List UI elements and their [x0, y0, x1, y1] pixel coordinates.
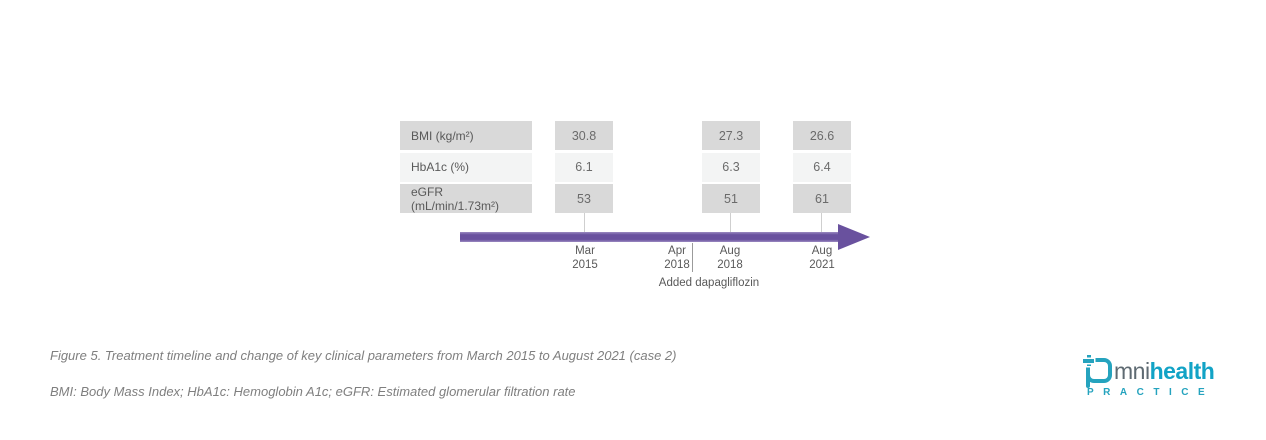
- value-column-mar-2015: 30.8 6.1 53: [555, 121, 613, 213]
- value-egfr-aug-2018: 51: [702, 184, 760, 213]
- row-label-bmi: BMI (kg/m²): [400, 121, 532, 150]
- timeline-date-mar-2015: Mar 2015: [572, 245, 598, 272]
- date-year: 2015: [572, 258, 598, 271]
- logo-text-health: health: [1149, 358, 1215, 384]
- connector-line-aug-2021: [821, 213, 822, 233]
- figure-footnote: BMI: Body Mass Index; HbA1c: Hemoglobin …: [50, 384, 576, 399]
- timeline-arrow-head-icon: [838, 224, 870, 250]
- date-year: 2018: [664, 258, 690, 271]
- figure-caption: Figure 5. Treatment timeline and change …: [50, 348, 677, 363]
- date-month: Mar: [575, 245, 595, 257]
- value-column-aug-2018: 27.3 6.3 51: [702, 121, 760, 213]
- omnihealth-o-icon: [1083, 355, 1112, 388]
- value-egfr-aug-2021: 61: [793, 184, 851, 213]
- value-egfr-mar-2015: 53: [555, 184, 613, 213]
- date-month: Aug: [719, 245, 741, 257]
- value-hba1c-mar-2015: 6.1: [555, 152, 613, 182]
- logo-wordmark: mnihealth: [1083, 355, 1216, 388]
- value-bmi-mar-2015: 30.8: [555, 121, 613, 150]
- value-bmi-aug-2018: 27.3: [702, 121, 760, 150]
- row-label-hba1c: HbA1c (%): [400, 152, 532, 182]
- value-hba1c-aug-2021: 6.4: [793, 152, 851, 182]
- timeline-date-aug-2021: Aug 2021: [809, 245, 835, 272]
- event-tick-line: [692, 243, 693, 272]
- timeline-date-apr-2018: Apr 2018: [664, 245, 690, 272]
- connector-line-aug-2018: [730, 213, 731, 233]
- event-label: Added dapagliflozin: [658, 277, 760, 289]
- logo-tagline: PRACTICE: [1087, 387, 1215, 398]
- timeline-arrow-shaft: [460, 232, 840, 242]
- row-label-egfr: eGFR (mL/min/1.73m²): [400, 184, 532, 213]
- parameter-label-column: BMI (kg/m²) HbA1c (%) eGFR (mL/min/1.73m…: [400, 121, 532, 213]
- date-month: Aug: [811, 245, 833, 257]
- date-year: 2018: [717, 258, 743, 271]
- timeline-date-aug-2018: Aug 2018: [717, 245, 743, 272]
- logo-tail-stroke: [1085, 375, 1090, 388]
- date-month: Apr: [668, 245, 686, 257]
- logo-text: mnihealth: [1114, 358, 1215, 384]
- value-column-aug-2021: 26.6 6.4 61: [793, 121, 851, 213]
- value-bmi-aug-2021: 26.6: [793, 121, 851, 150]
- date-year: 2021: [809, 258, 835, 271]
- connector-line-mar-2015: [584, 213, 585, 233]
- logo-text-mni: mni: [1114, 358, 1150, 384]
- plus-cross-icon: [1083, 355, 1094, 366]
- value-hba1c-aug-2018: 6.3: [702, 152, 760, 182]
- omnihealth-logo: mnihealth PRACTICE: [1083, 355, 1216, 398]
